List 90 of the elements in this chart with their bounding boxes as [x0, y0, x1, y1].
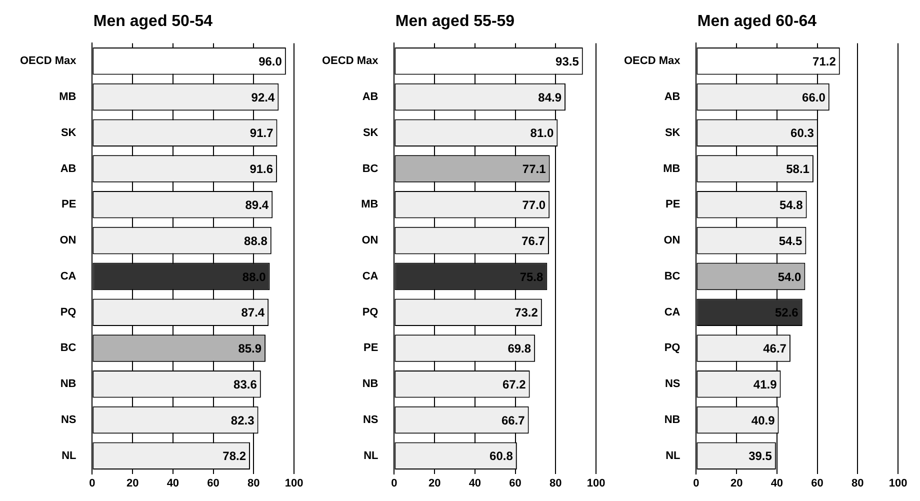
data-label: 92.4 — [251, 90, 275, 104]
data-label: 78.2 — [222, 449, 246, 464]
data-label: 66.0 — [802, 90, 826, 104]
y-tick-label: NL — [666, 450, 681, 462]
data-label: 41.9 — [753, 377, 778, 392]
data-label: 60.3 — [790, 126, 814, 140]
y-tick-label: OECD Max — [624, 55, 682, 68]
data-label: 54.8 — [779, 198, 804, 212]
data-label: 54.0 — [778, 270, 802, 284]
x-tick-label: 0 — [693, 477, 700, 490]
y-tick-label: CA — [60, 270, 76, 282]
data-label: 91.6 — [250, 162, 274, 176]
data-label: 66.7 — [501, 413, 526, 428]
data-label: 89.4 — [245, 198, 269, 212]
y-tick-label: PQ — [664, 342, 681, 354]
data-label: 88.8 — [244, 234, 268, 248]
y-tick-label: AB — [362, 91, 378, 104]
data-label: 46.7 — [763, 342, 787, 356]
y-tick-label: PE — [666, 198, 680, 211]
x-tick-label: 20 — [126, 477, 139, 490]
data-label: 69.8 — [508, 342, 532, 356]
data-label: 73.2 — [514, 306, 538, 320]
y-tick-label: ON — [60, 234, 76, 247]
y-tick-label: PQ — [60, 306, 77, 318]
x-tick-label: 60 — [811, 477, 824, 490]
y-tick-label: NS — [362, 414, 378, 426]
x-tick-label: 40 — [770, 477, 784, 490]
x-tick-label: 40 — [468, 477, 482, 490]
chart-title: Men aged 50-54 — [93, 13, 213, 30]
y-tick-label: BC — [362, 162, 378, 175]
y-tick-label: NB — [362, 378, 378, 390]
y-tick-label: BC — [664, 270, 680, 282]
data-label: 91.7 — [250, 126, 274, 140]
x-tick-label: 20 — [428, 477, 441, 490]
data-label: 85.9 — [238, 342, 262, 356]
data-label: 76.7 — [522, 234, 546, 248]
x-tick-label: 80 — [248, 477, 260, 490]
y-tick-label: NS — [60, 414, 76, 426]
y-tick-label: ON — [362, 234, 378, 247]
x-tick-label: 60 — [207, 477, 220, 490]
data-label: 96.0 — [258, 54, 282, 68]
data-label: 93.5 — [556, 54, 580, 68]
chart-title: Men aged 55-59 — [395, 13, 515, 30]
y-tick-label: PE — [364, 342, 378, 354]
data-label: 40.9 — [751, 413, 776, 428]
data-label: 58.1 — [786, 162, 810, 176]
data-label: 67.2 — [502, 377, 526, 392]
x-tick-label: 40 — [166, 477, 180, 490]
y-tick-label: CA — [362, 270, 378, 282]
y-tick-label: BC — [60, 342, 76, 354]
data-label: 82.3 — [230, 413, 255, 428]
x-tick-label: 100 — [284, 477, 304, 490]
data-label: 81.0 — [530, 126, 554, 140]
y-tick-label: MB — [663, 162, 680, 175]
y-tick-label: AB — [60, 162, 76, 175]
y-tick-label: ON — [664, 234, 680, 247]
x-tick-label: 0 — [89, 477, 96, 490]
y-tick-label: NB — [60, 378, 76, 390]
y-tick-label: SK — [362, 126, 378, 139]
x-tick-label: 80 — [852, 477, 864, 490]
data-label: 71.2 — [812, 54, 836, 68]
x-tick-label: 100 — [888, 477, 908, 490]
y-tick-label: SK — [60, 126, 76, 139]
y-tick-label: OECD Max — [20, 55, 78, 68]
data-label: 84.9 — [538, 90, 562, 104]
y-tick-label: NS — [664, 378, 680, 390]
y-tick-label: SK — [664, 126, 680, 139]
data-label: 87.4 — [241, 306, 265, 320]
y-tick-label: OECD Max — [322, 55, 380, 68]
x-tick-label: 80 — [550, 477, 562, 490]
x-tick-label: 0 — [391, 477, 398, 490]
x-tick-label: 100 — [586, 477, 606, 490]
data-label: 77.1 — [522, 162, 546, 176]
y-tick-label: CA — [664, 306, 680, 318]
y-tick-label: MB — [59, 91, 76, 104]
data-label: 39.5 — [748, 449, 772, 464]
y-tick-label: PE — [62, 198, 76, 211]
y-tick-label: MB — [361, 198, 378, 211]
data-label: 77.0 — [522, 198, 546, 212]
data-label: 54.5 — [778, 234, 803, 248]
y-tick-label: NL — [62, 450, 77, 462]
chart-title: Men aged 60-64 — [697, 13, 817, 30]
data-label: 83.6 — [234, 377, 258, 392]
x-tick-label: 20 — [730, 477, 743, 490]
y-tick-label: NL — [364, 450, 379, 462]
y-tick-label: AB — [664, 91, 680, 104]
x-tick-label: 60 — [509, 477, 522, 490]
y-tick-label: NB — [664, 414, 680, 426]
data-label: 60.8 — [490, 449, 514, 464]
y-tick-label: PQ — [362, 306, 379, 318]
